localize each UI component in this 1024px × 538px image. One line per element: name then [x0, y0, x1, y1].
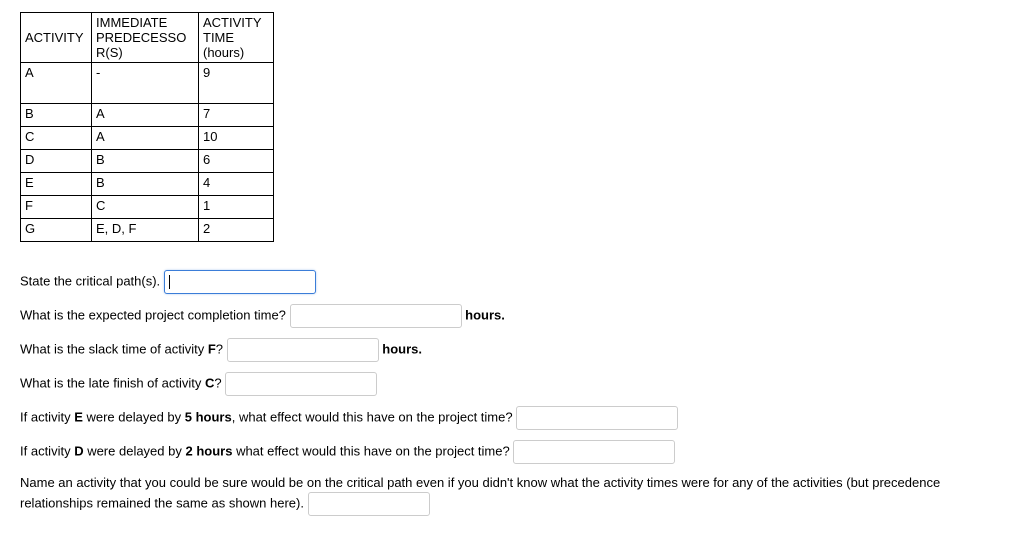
delay-d-input[interactable]: [513, 440, 675, 464]
col-time-header: ACTIVITY TIME (hours): [199, 13, 274, 63]
q2-unit: hours.: [465, 307, 505, 322]
q6-post: what effect would this have on the proje…: [232, 443, 509, 458]
table-row: B A 7: [21, 104, 274, 127]
q4-post: ?: [214, 375, 221, 390]
cell-time: 9: [199, 63, 274, 104]
hdr-time-3: (hours): [203, 45, 269, 60]
q3-post: ?: [216, 341, 223, 356]
cell-time: 4: [199, 173, 274, 196]
q6-bold1: D: [74, 443, 83, 458]
question-slack-f: What is the slack time of activity F? ho…: [20, 338, 1004, 362]
completion-time-input[interactable]: [290, 304, 462, 328]
cell-pred: A: [92, 127, 199, 150]
delay-e-input[interactable]: [516, 406, 678, 430]
activity-table: ACTIVITY IMMEDIATE PREDECESSO R(S) ACTIV…: [20, 12, 274, 242]
hdr-pred-2: PREDECESSO: [96, 30, 194, 45]
always-critical-input[interactable]: [308, 492, 430, 516]
cell-pred: -: [92, 63, 199, 104]
table-row: D B 6: [21, 150, 274, 173]
table-row: A - 9: [21, 63, 274, 104]
cell-pred: E, D, F: [92, 219, 199, 242]
q1-text: State the critical path(s).: [20, 273, 160, 288]
hdr-pred-3: R(S): [96, 45, 194, 60]
q5-bold2: 5 hours: [185, 409, 232, 424]
cell-time: 7: [199, 104, 274, 127]
cell-activity: C: [21, 127, 92, 150]
q2-text: What is the expected project completion …: [20, 307, 286, 322]
cell-pred: B: [92, 173, 199, 196]
q6-bold2: 2 hours: [185, 443, 232, 458]
cell-activity: F: [21, 196, 92, 219]
hdr-pred-1: IMMEDIATE: [96, 15, 194, 30]
q4-bold: C: [205, 375, 214, 390]
q7-text: Name an activity that you could be sure …: [20, 475, 940, 511]
cell-pred: B: [92, 150, 199, 173]
q6-mid1: were delayed by: [84, 443, 186, 458]
cell-time: 10: [199, 127, 274, 150]
cell-activity: A: [21, 63, 92, 104]
cell-time: 6: [199, 150, 274, 173]
q3-unit: hours.: [382, 341, 422, 356]
q3-pre: What is the slack time of activity: [20, 341, 208, 356]
hdr-time-1: ACTIVITY: [203, 15, 269, 30]
q5-mid1: were delayed by: [83, 409, 185, 424]
table-row: G E, D, F 2: [21, 219, 274, 242]
hdr-time-2: TIME: [203, 30, 269, 45]
question-critical-path: State the critical path(s).: [20, 270, 1004, 294]
question-delay-e: If activity E were delayed by 5 hours, w…: [20, 406, 1004, 430]
late-finish-c-input[interactable]: [225, 372, 377, 396]
q5-post: , what effect would this have on the pro…: [232, 409, 513, 424]
critical-path-input[interactable]: [164, 270, 316, 294]
question-completion-time: What is the expected project completion …: [20, 304, 1004, 328]
q3-bold: F: [208, 341, 216, 356]
cell-time: 2: [199, 219, 274, 242]
col-activity-header: ACTIVITY: [21, 13, 92, 63]
question-late-finish-c: What is the late finish of activity C?: [20, 372, 1004, 396]
cell-pred: C: [92, 196, 199, 219]
table-row: F C 1: [21, 196, 274, 219]
q6-pre: If activity: [20, 443, 74, 458]
q4-pre: What is the late finish of activity: [20, 375, 205, 390]
table-row: C A 10: [21, 127, 274, 150]
cell-activity: D: [21, 150, 92, 173]
q5-bold1: E: [74, 409, 83, 424]
cell-activity: G: [21, 219, 92, 242]
table-header-row: ACTIVITY IMMEDIATE PREDECESSO R(S) ACTIV…: [21, 13, 274, 63]
cell-activity: B: [21, 104, 92, 127]
cell-time: 1: [199, 196, 274, 219]
table-row: E B 4: [21, 173, 274, 196]
text-caret: [169, 275, 170, 289]
slack-f-input[interactable]: [227, 338, 379, 362]
cell-activity: E: [21, 173, 92, 196]
q5-pre: If activity: [20, 409, 74, 424]
col-pred-header: IMMEDIATE PREDECESSO R(S): [92, 13, 199, 63]
hdr-activity: ACTIVITY: [25, 30, 87, 45]
question-always-critical: Name an activity that you could be sure …: [20, 474, 1004, 516]
question-delay-d: If activity D were delayed by 2 hours wh…: [20, 440, 1004, 464]
cell-pred: A: [92, 104, 199, 127]
